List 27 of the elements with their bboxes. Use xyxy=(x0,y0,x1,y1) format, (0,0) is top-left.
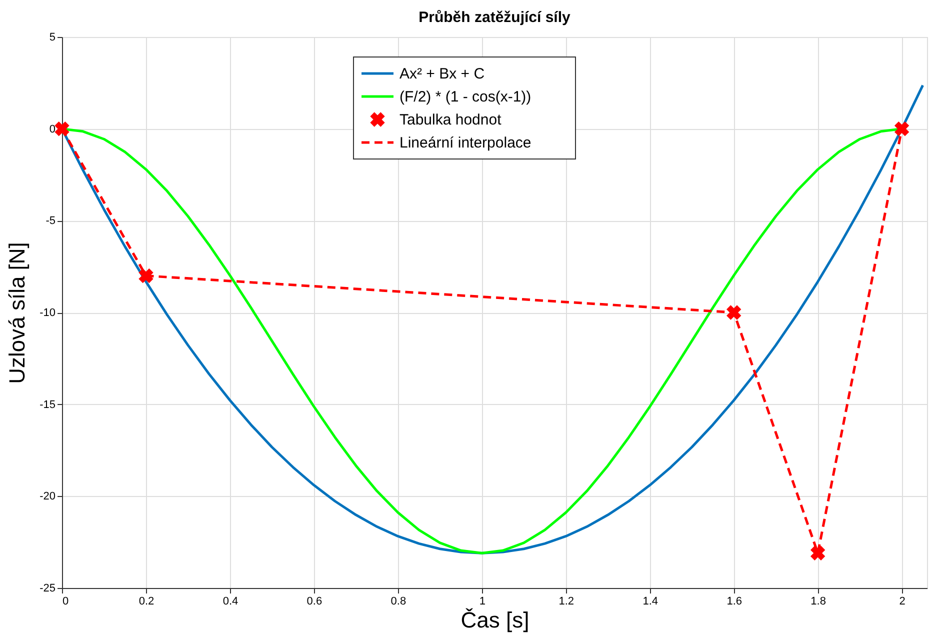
y-axis-title: Uzlová síla [N] xyxy=(4,242,30,384)
x-tick-label: 2 xyxy=(899,596,906,608)
legend-label: (F/2) * (1 - cos(x-1)) xyxy=(400,88,532,106)
y-tick-label: -10 xyxy=(40,307,56,319)
y-tick-label: -25 xyxy=(40,582,56,594)
x-tick-label: 1.4 xyxy=(642,596,658,608)
x-tick-label: 0.8 xyxy=(390,596,406,608)
y-tick-label: -5 xyxy=(46,215,56,228)
x-tick-label: 0.4 xyxy=(222,596,238,608)
x-tick-label: 1.2 xyxy=(558,596,574,608)
x-axis-title: Čas [s] xyxy=(460,608,530,632)
legend-label: Lineární interpolace xyxy=(400,134,532,152)
legend-label: Ax² + Bx + C xyxy=(400,66,485,82)
y-tick-label: -20 xyxy=(40,490,56,503)
x-tick-label: 1 xyxy=(479,596,486,608)
x-tick-label: 1.8 xyxy=(810,596,826,608)
x-tick-label: 0.6 xyxy=(306,596,322,608)
x-tick-label: 0 xyxy=(62,596,69,608)
x-tick-label: 0.2 xyxy=(138,596,154,608)
y-tick-label: 0 xyxy=(49,123,56,136)
x-tick-label: 1.6 xyxy=(726,596,742,608)
y-tick-label: 5 xyxy=(49,32,56,44)
point xyxy=(894,121,910,136)
point xyxy=(54,121,70,136)
legend-label: Tabulka hodnot xyxy=(400,112,502,128)
chart-title: Průběh zatěžující síly xyxy=(418,9,572,26)
y-tick-label: -15 xyxy=(40,398,56,411)
